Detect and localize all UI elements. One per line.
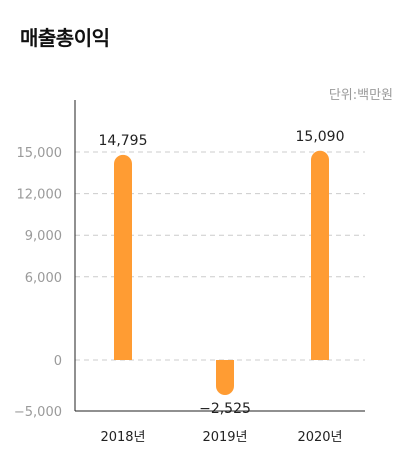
bar [311, 150, 329, 360]
y-tick-label: 9,000 [25, 229, 62, 244]
x-tick-label: 2020년 [297, 430, 342, 445]
data-label: 15,090 [296, 129, 345, 145]
y-tick-label: 15,000 [17, 146, 63, 161]
unit-label: 단위:백만원 [328, 88, 393, 103]
y-tick-label: 0 [54, 354, 62, 369]
data-label: −2,525 [199, 401, 251, 417]
data-label: 14,795 [99, 133, 148, 149]
bar [114, 154, 132, 360]
y-tick-label: 6,000 [25, 271, 62, 286]
y-tick-label: −5,000 [14, 405, 62, 420]
bar [216, 360, 234, 396]
x-tick-label: 2018년 [100, 430, 145, 445]
chart-title: 매출총이익 [20, 26, 110, 50]
y-tick-label: 12,000 [17, 188, 63, 203]
x-tick-label: 2019년 [202, 430, 247, 445]
